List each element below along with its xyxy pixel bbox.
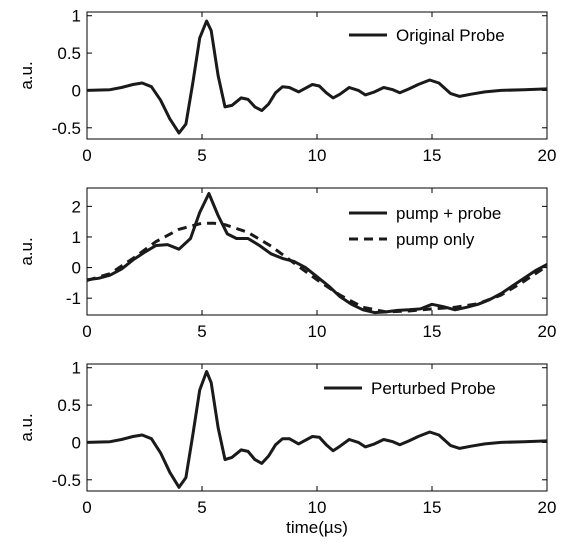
x-tick-label: 15 — [423, 498, 442, 517]
y-tick-label: -1 — [66, 289, 81, 308]
y-tick-label: 0 — [72, 259, 81, 278]
x-tick-label: 0 — [82, 322, 91, 341]
plot-area-frame — [86, 363, 548, 492]
plot-area-frame — [86, 11, 548, 140]
legend-label: Perturbed Probe — [371, 379, 496, 398]
legend-label: Original Probe — [396, 26, 505, 45]
y-tick-label: 0.5 — [57, 44, 81, 63]
y-tick-label: 1 — [72, 359, 81, 378]
x-axis-label: time(µs) — [286, 518, 348, 537]
y-tick-label: 1 — [72, 228, 81, 247]
x-tick-label: 10 — [308, 322, 327, 341]
y-tick-label: 0 — [72, 433, 81, 452]
x-tick-label: 0 — [82, 146, 91, 165]
y-tick-label: 0.5 — [57, 396, 81, 415]
x-tick-label: 0 — [82, 498, 91, 517]
series-line-2 — [87, 221, 547, 314]
y-axis-label: a.u. — [17, 237, 36, 265]
x-tick-label: 5 — [197, 498, 206, 517]
y-tick-label: 0 — [72, 81, 81, 100]
x-tick-label: 20 — [538, 146, 557, 165]
chart-panel-1: 0 5 10 15 20-0.500.51a.u.Original Probe — [17, 7, 556, 165]
x-tick-label: 20 — [538, 498, 557, 517]
series-line-1 — [87, 192, 547, 315]
y-tick-label: 1 — [72, 7, 81, 26]
x-tick-label: 15 — [423, 146, 442, 165]
x-tick-label: 20 — [538, 322, 557, 341]
y-tick-label: -0.5 — [52, 119, 81, 138]
plot-area-frame — [86, 187, 548, 316]
x-tick-label: 10 — [308, 498, 327, 517]
y-tick-label: 2 — [72, 197, 81, 216]
series-line-1 — [87, 370, 547, 489]
x-tick-label: 15 — [423, 322, 442, 341]
x-tick-label: 5 — [197, 322, 206, 341]
y-axis-label: a.u. — [17, 413, 36, 441]
x-tick-label: 5 — [197, 146, 206, 165]
chart-panel-3: 0 5 10 15 20-0.500.51a.u.time(µs)Perturbed P… — [17, 359, 556, 537]
legend-label: pump + probe — [396, 204, 501, 223]
x-tick-label: 10 — [308, 146, 327, 165]
y-tick-label: -0.5 — [52, 471, 81, 490]
y-axis-label: a.u. — [17, 61, 36, 89]
series-line-1 — [87, 19, 547, 135]
legend-label: pump only — [396, 230, 475, 249]
